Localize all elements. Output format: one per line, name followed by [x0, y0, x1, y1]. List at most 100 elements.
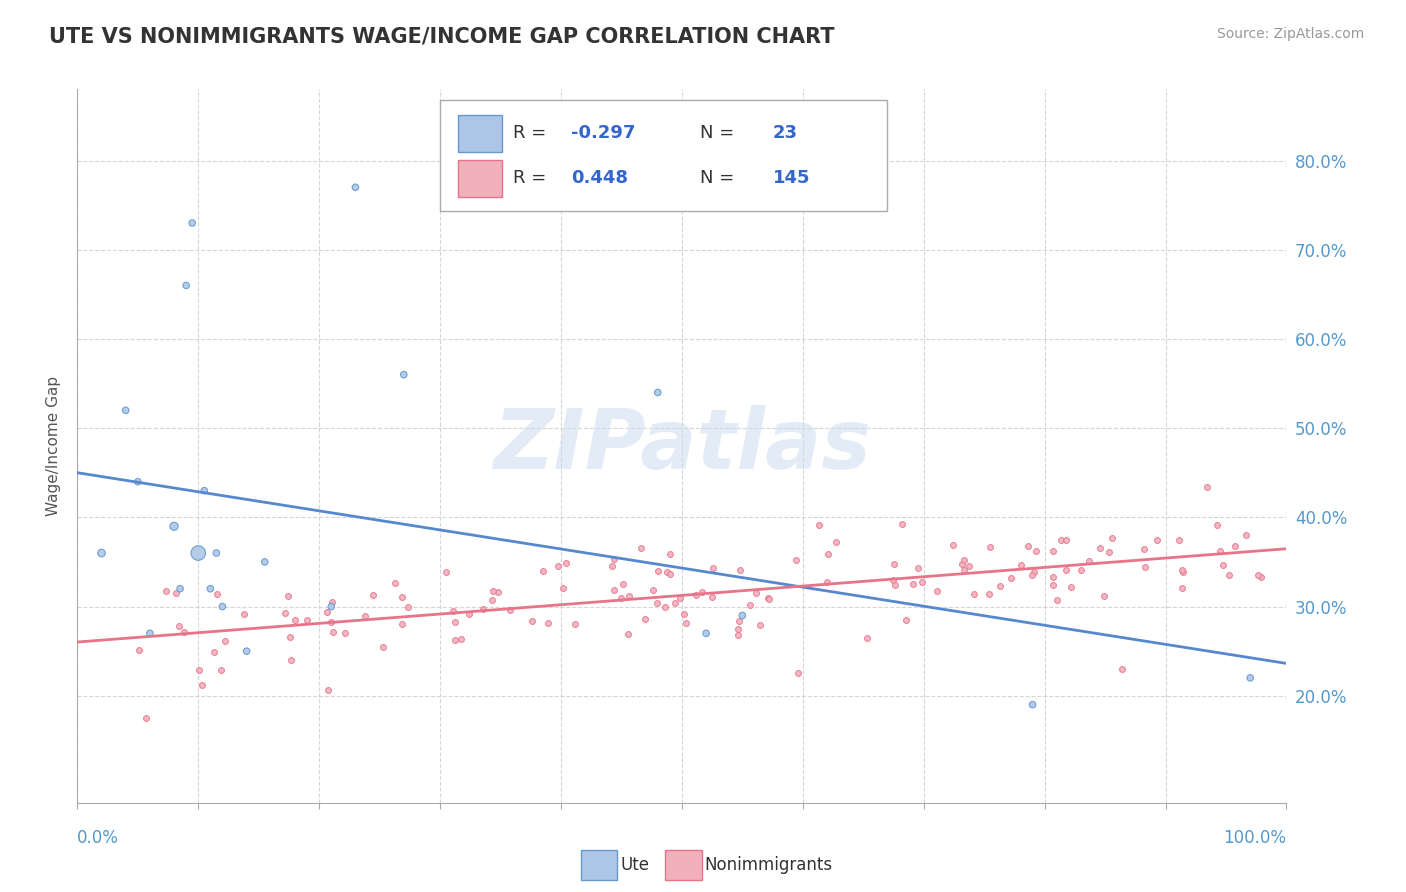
Point [787, 665, 810, 680]
FancyBboxPatch shape [458, 115, 502, 152]
Point [319, 615, 342, 630]
Point [1101, 531, 1123, 545]
Point [728, 615, 751, 629]
Point [977, 587, 1000, 601]
Point [884, 578, 907, 592]
Point [316, 605, 339, 619]
Point [316, 683, 339, 698]
Point [1050, 533, 1073, 548]
Point [1205, 517, 1227, 532]
Point [603, 583, 626, 598]
Point [1197, 480, 1219, 494]
Point [295, 613, 318, 627]
Point [669, 591, 692, 605]
Point [1017, 539, 1039, 553]
Text: Ute: Ute [620, 856, 650, 874]
Point [963, 587, 986, 601]
Point [673, 607, 696, 621]
Point [173, 624, 195, 639]
Point [988, 578, 1011, 592]
Point [727, 627, 749, 641]
Point [554, 556, 576, 570]
Point [522, 614, 544, 628]
Point [457, 607, 479, 621]
Point [616, 626, 638, 640]
Point [396, 600, 419, 615]
Text: -0.297: -0.297 [571, 125, 636, 143]
Point [1132, 541, 1154, 556]
Point [488, 585, 510, 599]
Point [1022, 565, 1045, 579]
Point [825, 534, 848, 549]
Text: 23: 23 [773, 125, 797, 143]
Point [658, 547, 681, 561]
Point [609, 591, 631, 605]
Point [1000, 571, 1022, 585]
Point [163, 519, 186, 533]
Point [785, 553, 807, 567]
Point [654, 599, 676, 614]
Point [90, 546, 112, 560]
Point [979, 540, 1001, 554]
Point [384, 575, 406, 590]
Point [564, 617, 586, 632]
Text: N =: N = [700, 125, 740, 143]
Point [450, 632, 472, 647]
Point [135, 711, 157, 725]
Point [344, 180, 367, 194]
Point [353, 608, 375, 623]
Point [1042, 570, 1064, 584]
Point [731, 608, 754, 623]
Point [205, 546, 228, 560]
Point [1234, 527, 1257, 541]
Point [612, 576, 634, 591]
Point [641, 582, 664, 597]
Point [553, 581, 575, 595]
Point [1070, 563, 1092, 577]
Point [1046, 592, 1069, 607]
Point [187, 664, 209, 678]
Point [481, 593, 503, 607]
Point [392, 368, 415, 382]
Point [630, 541, 652, 556]
Point [1090, 541, 1112, 556]
Point [883, 557, 905, 571]
Point [1060, 580, 1083, 594]
Point [321, 595, 343, 609]
Point [128, 643, 150, 657]
Point [1078, 554, 1101, 568]
Text: 0.0%: 0.0% [77, 830, 120, 847]
Point [391, 590, 413, 604]
Point [748, 617, 770, 632]
Point [333, 625, 356, 640]
Text: 100.0%: 100.0% [1223, 830, 1286, 847]
Point [278, 630, 301, 644]
Point [1218, 567, 1240, 582]
Point [745, 586, 768, 600]
Point [1212, 558, 1234, 572]
Point [1239, 671, 1261, 685]
Point [727, 622, 749, 636]
Point [193, 483, 215, 498]
Point [1092, 589, 1115, 603]
Point [444, 615, 467, 630]
Point [855, 631, 877, 645]
Point [1098, 545, 1121, 559]
Text: Nonimmigrants: Nonimmigrants [704, 856, 832, 874]
Point [664, 596, 686, 610]
Point [927, 584, 949, 599]
Point [200, 582, 222, 596]
Point [280, 653, 302, 667]
Point [139, 626, 162, 640]
Point [647, 564, 669, 578]
Point [1054, 562, 1077, 576]
Point [1025, 544, 1047, 558]
Point [942, 538, 965, 552]
Point [322, 624, 344, 639]
Point [1171, 563, 1194, 577]
Point [531, 564, 554, 578]
Point [645, 596, 668, 610]
Point [690, 584, 713, 599]
Point [1171, 565, 1194, 579]
Point [617, 589, 640, 603]
